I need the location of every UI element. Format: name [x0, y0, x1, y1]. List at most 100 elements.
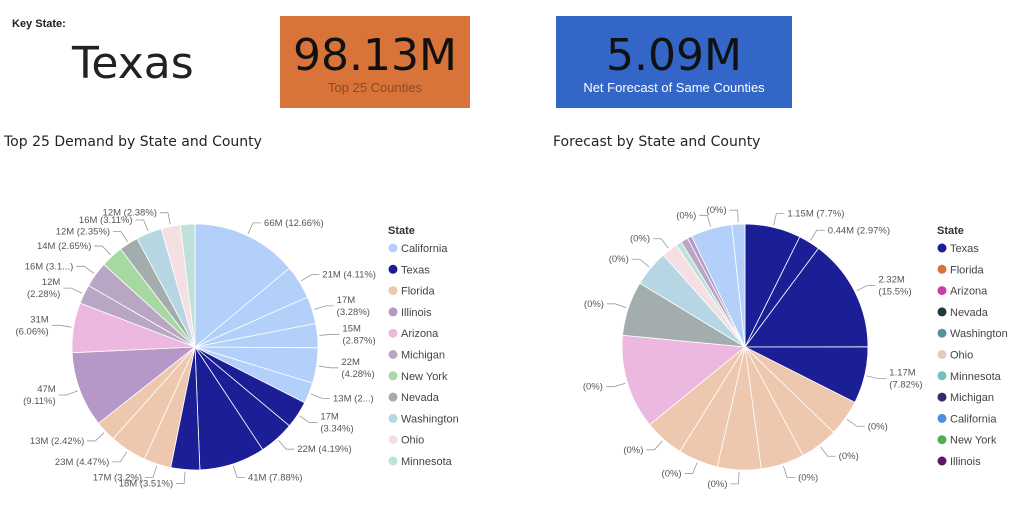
forecast-leader-line	[783, 465, 796, 478]
demand-leader-line	[58, 390, 79, 396]
demand-slice-label: 66M (12.66%)	[264, 218, 324, 229]
demand-leader-line	[87, 432, 105, 442]
forecast-slice-label: (0%)	[676, 210, 696, 221]
demand-leader-line	[135, 219, 149, 232]
forecast-slice-label: (0%)	[707, 205, 727, 216]
demand-legend-marker-ohio	[388, 435, 398, 445]
top25-counties-value: 98.13M	[293, 30, 457, 81]
forecast-slice-label: (0%)	[707, 479, 727, 490]
forecast-legend-item-michigan[interactable]: Michigan	[950, 392, 994, 404]
top25-counties-card: 98.13M Top 25 Counties	[280, 16, 470, 108]
net-forecast-value: 5.09M	[606, 30, 742, 81]
forecast-leader-line	[606, 303, 627, 308]
forecast-legend-item-nevada[interactable]: Nevada	[950, 307, 989, 319]
demand-slice-label: 15M (2.87%)	[342, 323, 375, 346]
demand-slice-label: 16M (3.1...)	[25, 261, 74, 272]
demand-leader-line	[63, 287, 83, 294]
demand-slice-minnesota[interactable]	[179, 223, 196, 348]
demand-legend-marker-florida	[388, 286, 398, 296]
forecast-leader-line	[699, 214, 711, 227]
demand-leader-line	[318, 365, 339, 369]
forecast-leader-line	[684, 462, 698, 474]
demand-chart-title: Top 25 Demand by State and County	[4, 134, 262, 150]
forecast-legend-marker-washington	[937, 328, 947, 338]
forecast-chart-title: Forecast by State and County	[553, 134, 761, 150]
forecast-legend-marker-michigan	[937, 392, 947, 402]
demand-legend-marker-michigan	[388, 350, 398, 359]
demand-pie-chart: 66M (12.66%) 21M (4.11%) 17M (3.28%) 15M (2.8…	[15, 208, 459, 490]
forecast-slice-texas[interactable]	[744, 247, 869, 348]
demand-slice-label: 12M (2.28%)	[27, 277, 60, 300]
demand-leader-line	[145, 465, 158, 478]
forecast-legend-item-minnesota[interactable]: Minnesota	[950, 371, 1002, 383]
demand-slice-california[interactable]	[194, 223, 290, 348]
forecast-legend-marker-ohio	[937, 350, 947, 359]
forecast-slice-arizona[interactable]	[621, 334, 747, 426]
forecast-leader-line	[810, 229, 825, 241]
forecast-slice-label: 1.17M (7.82%)	[889, 368, 922, 391]
demand-leader-line	[112, 451, 128, 463]
demand-leader-line	[159, 212, 171, 225]
forecast-leader-line	[605, 382, 626, 388]
forecast-legend-item-florida[interactable]: Florida	[950, 264, 985, 276]
forecast-leader-line	[653, 238, 669, 249]
forecast-legend-title: State	[937, 225, 964, 237]
forecast-leader-line	[846, 419, 865, 427]
demand-slice-label: 14M (2.65%)	[37, 241, 91, 252]
demand-legend-item-texas[interactable]: Texas	[401, 264, 430, 276]
demand-slice-label: 13M (2.42%)	[30, 436, 84, 447]
forecast-slice-california[interactable]	[731, 223, 746, 348]
forecast-legend-item-texas[interactable]: Texas	[950, 243, 979, 255]
demand-leader-line	[51, 324, 72, 328]
forecast-legend-marker-new-york	[937, 435, 947, 445]
demand-legend-marker-washington	[388, 413, 398, 423]
demand-legend-marker-minnesota	[388, 456, 398, 466]
demand-legend-marker-illinois	[388, 307, 398, 317]
forecast-legend-item-california[interactable]: California	[950, 413, 997, 425]
forecast-legend-item-washington[interactable]: Washington	[950, 328, 1008, 340]
forecast-slice-label: (0%)	[583, 382, 603, 393]
demand-legend-item-new-york[interactable]: New York	[401, 371, 448, 383]
forecast-legend-item-new-york[interactable]: New York	[950, 435, 997, 447]
demand-leader-line	[277, 439, 295, 450]
demand-legend-item-michigan[interactable]: Michigan	[401, 350, 445, 362]
demand-slice-illinois[interactable]	[71, 346, 197, 424]
demand-legend-item-minnesota[interactable]: Minnesota	[401, 456, 453, 468]
forecast-legend-marker-texas	[937, 243, 947, 253]
forecast-leader-line	[646, 440, 663, 451]
net-forecast-card: 5.09M Net Forecast of Same Counties	[556, 16, 792, 108]
demand-legend-item-florida[interactable]: Florida	[401, 286, 436, 298]
forecast-slice-label: (0%)	[839, 451, 859, 462]
forecast-legend-item-arizona[interactable]: Arizona	[950, 286, 988, 298]
demand-legend-item-nevada[interactable]: Nevada	[401, 392, 440, 404]
demand-legend-item-california[interactable]: California	[401, 243, 448, 255]
demand-leader-line	[314, 305, 334, 310]
demand-slice-label: 18M (3.51%)	[119, 479, 173, 490]
demand-legend-item-ohio[interactable]: Ohio	[401, 435, 424, 447]
demand-legend-item-arizona[interactable]: Arizona	[401, 328, 439, 340]
demand-legend-item-washington[interactable]: Washington	[401, 413, 459, 425]
demand-legend-item-illinois[interactable]: Illinois	[401, 307, 432, 319]
forecast-legend-item-ohio[interactable]: Ohio	[950, 350, 973, 362]
forecast-slice-label: (0%)	[623, 445, 643, 456]
demand-slice-label: 17M (3.2%)	[93, 472, 142, 483]
forecast-slice-label: (0%)	[662, 469, 682, 480]
demand-slice-label: 13M (2...)	[333, 393, 374, 404]
forecast-slice-label: (0%)	[868, 421, 888, 432]
demand-leader-line	[319, 333, 340, 336]
forecast-legend-marker-arizona	[937, 286, 947, 296]
forecast-slice-label: (0%)	[630, 234, 650, 245]
demand-legend-marker-new-york	[388, 371, 398, 381]
forecast-slice-label: 2.32M (15.5%)	[878, 274, 911, 297]
forecast-slice-label: 0.44M (2.97%)	[828, 225, 890, 236]
demand-legend-marker-nevada	[388, 392, 398, 402]
forecast-slice-label: 1.15M (7.7%)	[787, 209, 844, 220]
forecast-slice-label: (0%)	[609, 254, 629, 265]
demand-legend-marker-arizona	[388, 328, 398, 338]
net-forecast-label: Net Forecast of Same Counties	[583, 80, 765, 95]
forecast-slice-label: (0%)	[584, 299, 604, 310]
demand-legend-title: State	[388, 225, 415, 237]
forecast-legend-item-illinois[interactable]: Illinois	[950, 456, 981, 468]
demand-legend-marker-texas	[388, 264, 398, 274]
top25-counties-label: Top 25 Counties	[328, 80, 422, 95]
